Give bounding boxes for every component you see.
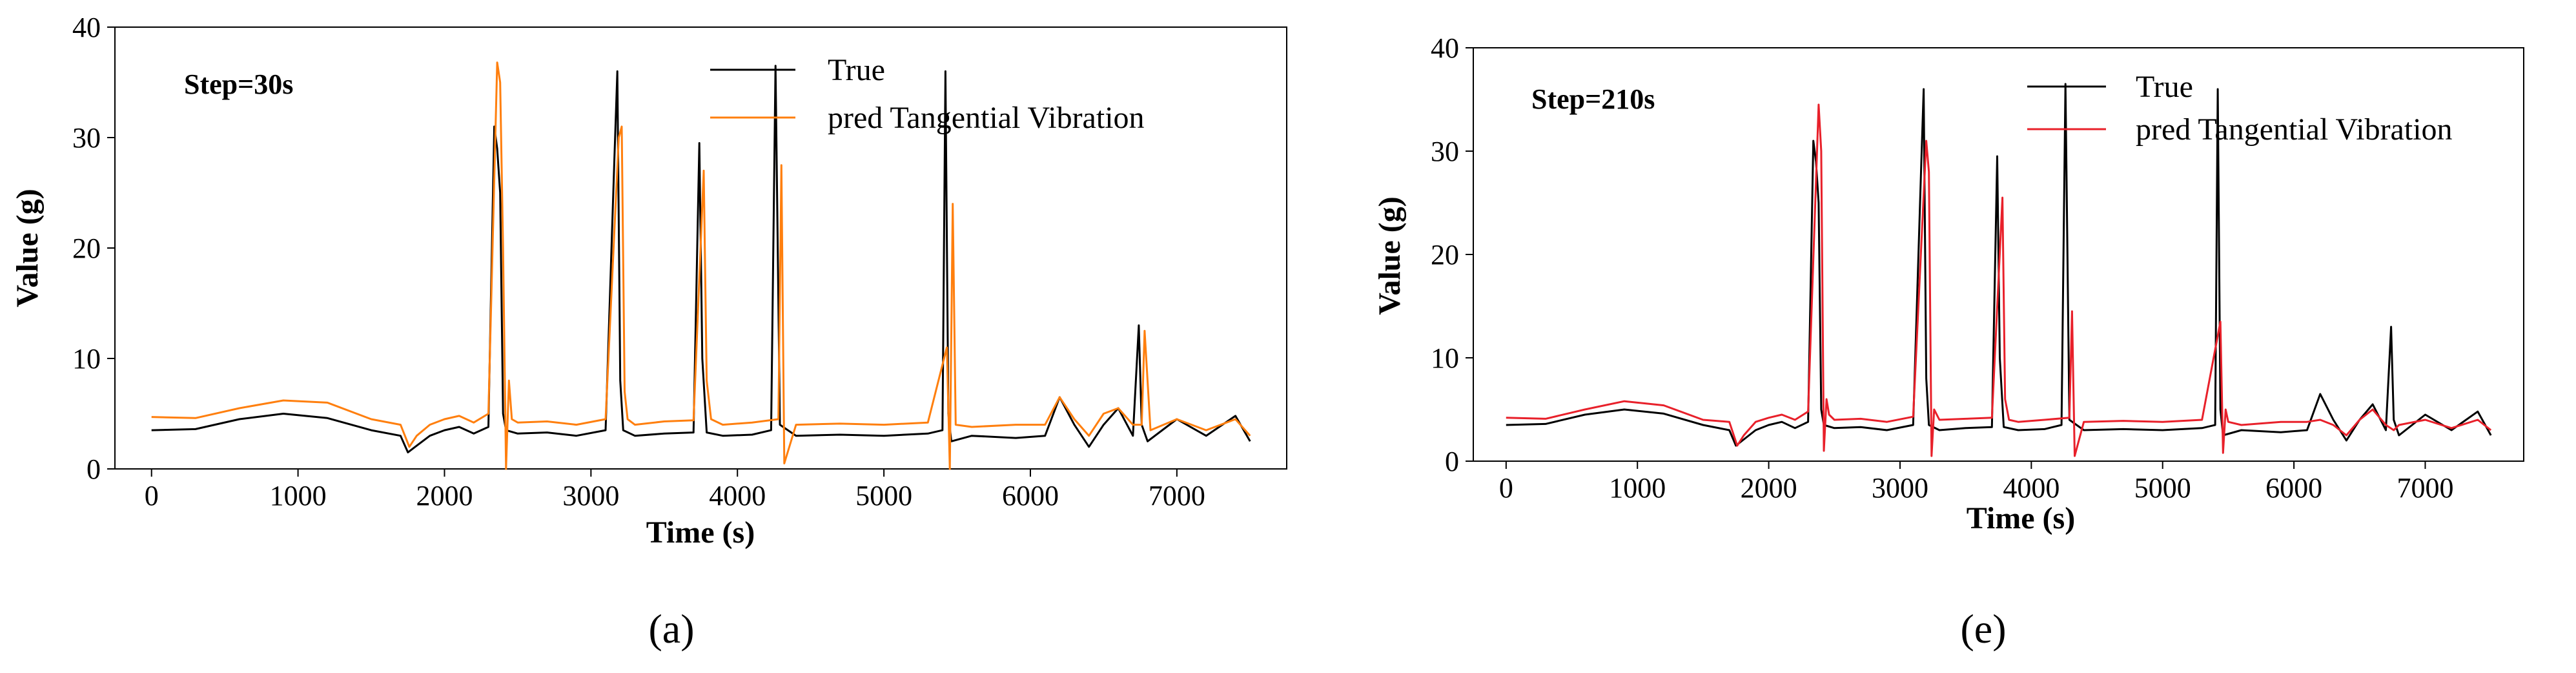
y-tick-label: 40 [72, 12, 101, 43]
x-tick-label: 0 [1499, 472, 1513, 504]
x-tick-label: 7000 [2397, 472, 2453, 504]
x-tick-label: 6000 [1002, 480, 1059, 512]
y-tick-label: 20 [1431, 239, 1459, 271]
panel-label: (a) [648, 606, 694, 652]
x-tick-label: 4000 [709, 480, 766, 512]
y-axis-label: Value (g) [1373, 196, 1407, 315]
y-tick-label: 10 [72, 343, 101, 375]
y-tick-label: 0 [1445, 446, 1459, 477]
legend-label-true: True [828, 53, 885, 87]
x-axis-label: Time (s) [646, 515, 755, 550]
series-line-true [1506, 83, 2492, 447]
legend-label-pred: pred Tangential Vibration [828, 101, 1145, 135]
step-annotation: Step=210s [1531, 83, 1655, 115]
x-tick-label: 3000 [562, 480, 619, 512]
chart-panel-a: 0 1000 2000 3000 4000 5000 6000 7000 0 10 20 30 40 S… [10, 12, 1287, 652]
series-layer [1506, 83, 2492, 457]
panel-label: (e) [1960, 606, 2006, 652]
x-tick-label: 4000 [2003, 472, 2060, 504]
y-tick-label: 40 [1431, 32, 1459, 64]
x-tick-label: 6000 [2265, 472, 2322, 504]
x-axis-label: Time (s) [1967, 501, 2075, 535]
x-tick-label: 2000 [1741, 472, 1797, 504]
y-axis-label: Value (g) [10, 189, 45, 307]
y-tick-label: 30 [1431, 136, 1459, 167]
step-annotation: Step=30s [184, 68, 293, 100]
y-tick-label: 0 [87, 453, 101, 485]
ticks-layer: 0 1000 2000 3000 4000 5000 6000 7000 0 10 20 30 40 [1431, 32, 2453, 504]
x-tick-label: 7000 [1149, 480, 1205, 512]
legend-label-pred: pred Tangential Vibration [2136, 112, 2453, 147]
y-tick-label: 10 [1431, 342, 1459, 374]
x-tick-label: 1000 [270, 480, 327, 512]
x-tick-label: 5000 [855, 480, 912, 512]
series-layer [151, 61, 1251, 470]
x-tick-label: 2000 [416, 480, 473, 512]
y-tick-label: 20 [72, 233, 101, 264]
x-tick-label: 3000 [1872, 472, 1928, 504]
x-tick-label: 1000 [1609, 472, 1666, 504]
legend: True pred Tangential Vibration [2027, 70, 2453, 147]
series-line-pred [151, 61, 1251, 470]
legend-label-true: True [2136, 70, 2193, 104]
y-tick-label: 30 [72, 122, 101, 154]
series-line-pred [1506, 103, 2492, 457]
chart-panel-e: 0 1000 2000 3000 4000 5000 6000 7000 0 10 20 30 40 S… [1373, 32, 2524, 652]
ticks-layer: 0 1000 2000 3000 4000 5000 6000 7000 0 10 20 30 40 [72, 12, 1205, 512]
x-tick-label: 5000 [2134, 472, 2191, 504]
legend: True pred Tangential Vibration [710, 53, 1145, 135]
x-tick-label: 0 [145, 480, 159, 512]
